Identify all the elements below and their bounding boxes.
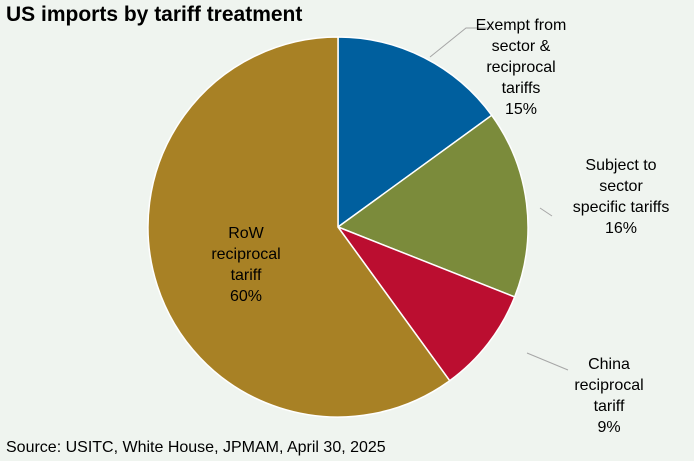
leader-line-1 — [539, 207, 553, 217]
slice-label-2: China reciprocal tariff 9% — [574, 356, 643, 436]
slice-label-line: Subject to — [585, 157, 656, 174]
slice-label-line: reciprocal — [486, 59, 555, 76]
slice-label-line: sector — [599, 178, 643, 195]
pie-slice-1 — [336, 114, 529, 298]
slice-label-0: Exempt from sector & reciprocal tariffs 15% — [476, 17, 567, 118]
slice-label-line: tariff — [594, 398, 625, 415]
leader-line-2 — [526, 352, 569, 371]
slice-label-3: RoW reciprocal tariff 60% — [211, 225, 280, 305]
slice-label-line: Exempt from — [476, 17, 567, 34]
chart-title: US imports by tariff treatment — [6, 3, 303, 26]
slice-label-line: RoW — [228, 225, 264, 242]
pie-slice-3 — [147, 36, 451, 418]
slice-label-line: reciprocal — [574, 377, 643, 394]
pie-slice-2 — [335, 225, 516, 382]
slice-label-line: reciprocal — [211, 246, 280, 263]
leader-line-0 — [429, 27, 492, 58]
slice-percent-1: 16% — [605, 220, 637, 237]
slice-label-line: tariff — [231, 267, 262, 284]
slice-percent-0: 15% — [505, 101, 537, 118]
slice-label-1: Subject to sector specific tariffs 16% — [573, 157, 670, 237]
pie-slice-0 — [337, 36, 493, 229]
slice-percent-2: 9% — [597, 419, 620, 436]
source-note: Source: USITC, White House, JPMAM, April… — [6, 439, 386, 456]
slice-label-line: sector & — [492, 38, 551, 55]
slice-label-line: tariffs — [502, 80, 541, 97]
slice-percent-3: 60% — [230, 288, 262, 305]
slice-label-line: China — [588, 356, 630, 373]
slice-label-line: specific tariffs — [573, 199, 670, 216]
